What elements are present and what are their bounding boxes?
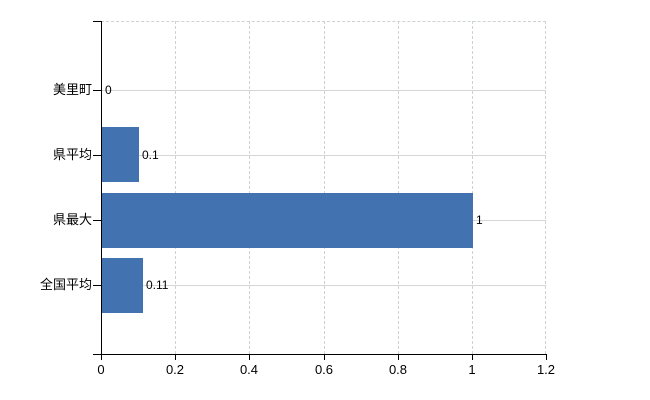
bar (102, 193, 473, 248)
category-label: 県最大 (52, 212, 92, 227)
x-tick (472, 354, 473, 360)
value-label: 0.1 (142, 148, 159, 162)
category-label: 美里町 (52, 82, 92, 97)
category-tick (93, 155, 101, 156)
x-tick (249, 354, 250, 360)
x-tick (398, 354, 399, 360)
value-label: 1 (476, 213, 483, 227)
x-tick (546, 354, 547, 360)
row-line (102, 285, 546, 286)
x-axis (93, 354, 547, 355)
bar (102, 258, 143, 313)
gridline (175, 21, 176, 354)
y-axis (101, 21, 102, 354)
row-line (102, 90, 546, 91)
x-tick-label: 0.4 (239, 362, 259, 377)
value-label: 0.11 (146, 278, 169, 292)
x-tick-label: 0 (97, 362, 105, 377)
x-tick-label: 1 (468, 362, 476, 377)
category-tick (93, 220, 101, 221)
gridline (324, 21, 325, 354)
x-tick-label: 0.2 (165, 362, 185, 377)
x-tick-label: 0.8 (388, 362, 408, 377)
bar (102, 127, 139, 182)
x-tick-label: 1.2 (536, 362, 556, 377)
category-label: 全国平均 (39, 277, 92, 292)
category-tick (93, 90, 101, 91)
gridline (398, 21, 399, 354)
value-label: 0 (105, 83, 112, 97)
row-line (102, 155, 546, 156)
gridline (472, 21, 473, 354)
category-label: 県平均 (52, 147, 92, 162)
category-tick (93, 285, 101, 286)
y-axis-top-tick (93, 21, 101, 22)
gridline (249, 21, 250, 354)
x-tick (324, 354, 325, 360)
plot-area (101, 21, 546, 354)
x-tick (175, 354, 176, 360)
x-tick (101, 354, 102, 360)
x-tick-label: 0.6 (314, 362, 334, 377)
